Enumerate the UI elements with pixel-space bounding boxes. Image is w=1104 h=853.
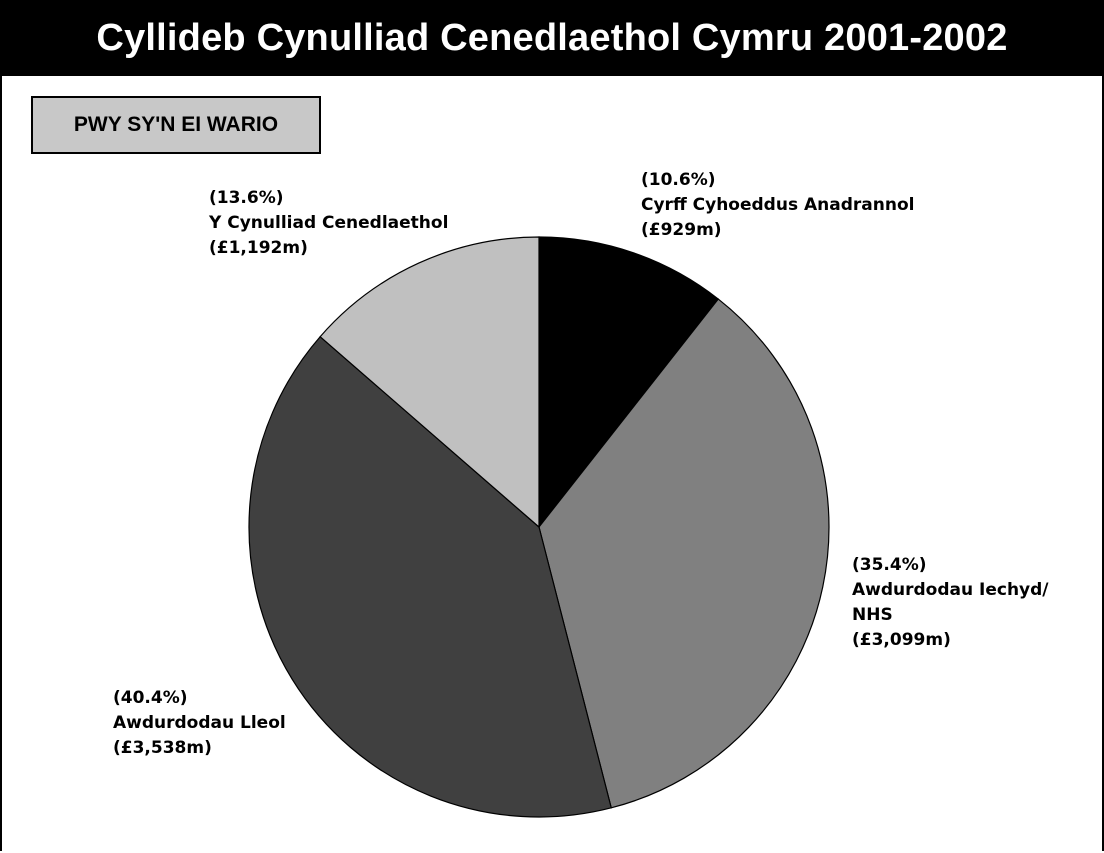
slice-label-awdurdodau-iechyd: (35.4%) Awdurdodau Iechyd/ NHS (£3,099m) [852, 553, 1049, 653]
chart-title: Cyllideb Cynulliad Cenedlaethol Cymru 20… [0, 0, 1104, 76]
slice-value-label: (£1,192m) [209, 238, 308, 258]
slice-name-label: Cyrff Cyhoeddus Anadrannol [641, 195, 915, 215]
slice-percent-label: (40.4%) [113, 688, 188, 708]
slice-label-awdurdodau-lleol: (40.4%) Awdurdodau Lleol (£3,538m) [113, 686, 286, 761]
slice-name-label: Awdurdodau Lleol [113, 713, 286, 733]
slice-name-label: Y Cynulliad Cenedlaethol [209, 213, 449, 233]
slice-name-label: NHS [852, 605, 893, 625]
slice-label-cyrff-cyhoeddus: (10.6%) Cyrff Cyhoeddus Anadrannol (£929… [641, 168, 914, 243]
pie-slice-awdurdodau-lleol [248, 335, 612, 818]
slice-percent-label: (13.6%) [209, 188, 284, 208]
section-label: PWY SY'N EI WARIO [73, 113, 279, 136]
pie-slice-y-cynulliad-cenedlaethol [319, 236, 540, 529]
slice-value-label: (£3,099m) [852, 630, 951, 650]
slice-percent-label: (35.4%) [852, 555, 927, 575]
pie-slice-awdurdodau-iechyd-nhs [538, 298, 830, 809]
slice-name-label: Awdurdodau Iechyd/ [852, 580, 1049, 600]
slice-percent-label: (10.6%) [641, 170, 716, 190]
pie-slices [248, 236, 830, 818]
slice-value-label: (£3,538m) [113, 738, 212, 758]
section-label-box: PWY SY'N EI WARIO [31, 96, 321, 154]
slice-label-y-cynulliad: (13.6%) Y Cynulliad Cenedlaethol (£1,192… [209, 186, 448, 261]
slice-value-label: (£929m) [641, 220, 722, 240]
pie-slice-cyrff-cyhoeddus-anadrannol [538, 236, 720, 529]
